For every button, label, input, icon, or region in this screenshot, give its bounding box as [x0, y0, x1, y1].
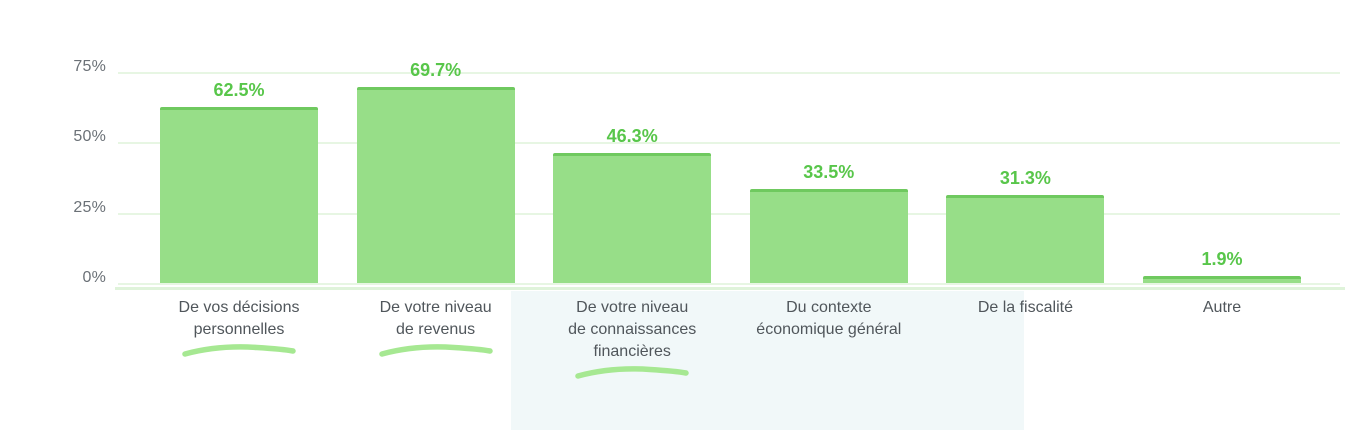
bar-value-label: 46.3%: [606, 126, 658, 146]
bar-value-label: 62.5%: [213, 80, 265, 100]
highlight-underline-icon: [378, 344, 493, 357]
bar-category-label-line: De votre niveau: [576, 299, 689, 316]
bar[interactable]: [553, 153, 712, 283]
y-axis-tick-label: 75%: [73, 58, 106, 75]
bar-category-label: De vos décisions personnelles: [139, 297, 339, 341]
bar-value-label: 31.3%: [999, 168, 1051, 188]
bar-category-label-line: de revenus: [396, 321, 476, 338]
bar-category-label-line: De la fiscalité: [977, 299, 1073, 316]
bar-category-label-line: De vos décisions: [178, 299, 300, 316]
bar-category-label-line: économique général: [756, 321, 902, 338]
bar-category-label: De la fiscalité: [925, 297, 1125, 319]
x-axis-line: [115, 287, 1345, 290]
bar-value-label: 33.5%: [803, 162, 855, 182]
bar[interactable]: [1143, 276, 1301, 283]
bar-category-label-line: financières: [593, 343, 671, 360]
bar-value-label: 1.9%: [1201, 249, 1243, 269]
bar-category-label: De votre niveau de revenus: [336, 297, 536, 341]
bar[interactable]: [160, 107, 318, 283]
bar-category-label: Autre: [1122, 297, 1322, 319]
bar-category-label-line: Du contexte: [786, 299, 872, 316]
gridline: [118, 282, 1340, 285]
bar-category-label-line: Autre: [1202, 299, 1242, 316]
bar-category-label-line: de connaissances: [568, 321, 697, 338]
bar-category-label: Du contexte économique général: [729, 297, 929, 341]
y-axis-tick-label: 0%: [82, 268, 106, 286]
highlight-underline-icon: [182, 344, 296, 357]
gridline: [118, 72, 1340, 74]
bar[interactable]: [946, 195, 1105, 283]
bar-category-label: De votre niveau de connaissances financièr…: [532, 297, 732, 363]
background-highlight-panel: [511, 291, 1024, 430]
bar-category-label-line: De votre niveau: [379, 299, 492, 316]
bar-category-label-line: personnelles: [193, 321, 285, 338]
y-axis-tick-label: 25%: [73, 198, 106, 216]
bar[interactable]: [356, 87, 515, 283]
bar-value-label: 69.7%: [410, 60, 462, 80]
y-axis-tick-label: 50%: [73, 128, 106, 146]
bar[interactable]: [749, 189, 908, 283]
highlight-underline-icon: [575, 366, 689, 379]
